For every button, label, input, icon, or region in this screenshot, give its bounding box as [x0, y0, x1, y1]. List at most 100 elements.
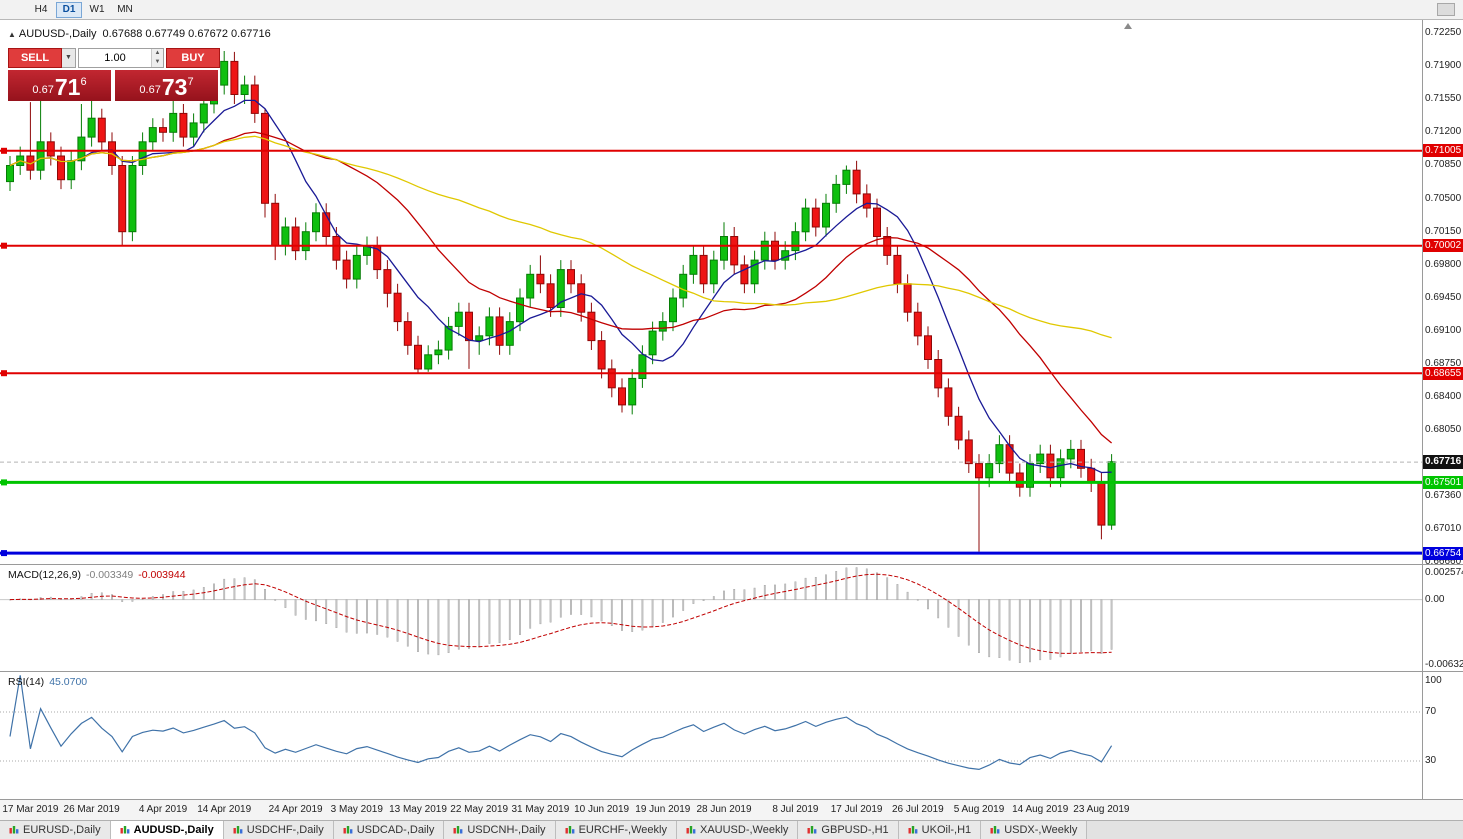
rsi-line	[9, 675, 1113, 771]
rsi-axis-tick: 30	[1425, 755, 1437, 766]
date-label: 26 Mar 2019	[63, 804, 120, 815]
tab-label: EURUSD-,Daily	[23, 824, 101, 836]
chart-window[interactable]: ▲ AUDUSD-,Daily 0.67688 0.67749 0.67672 0.…	[0, 20, 1463, 800]
volume-input[interactable]	[79, 50, 151, 65]
tab-label: USDCNH-,Daily	[467, 824, 546, 836]
tab-audusd-daily[interactable]: AUDUSD-,Daily	[110, 821, 224, 839]
tab-usdchf-daily[interactable]: USDCHF-,Daily	[223, 821, 334, 839]
tab-label: USDCHF-,Daily	[246, 824, 324, 836]
price-axis[interactable]: 0.72250 0.71900 0.71550 0.71200 0.70850 0.705…	[1423, 20, 1463, 799]
date-label: 19 Jun 2019	[635, 804, 691, 815]
tab-label: EURCHF-,Weekly	[578, 824, 667, 836]
rsi-axis-tick: 100	[1425, 675, 1442, 686]
hline-price-tag: 0.66754	[1423, 546, 1463, 560]
date-label: 17 Mar 2019	[2, 804, 59, 815]
tab-xauusd-weekly[interactable]: XAUUSD-,Weekly	[676, 821, 799, 839]
price-tick: 0.72250	[1425, 27, 1462, 38]
panel-separator[interactable]	[0, 671, 1463, 672]
date-label: 8 Jul 2019	[772, 804, 819, 815]
timeframe-h4[interactable]: H4	[28, 2, 54, 18]
price-tick: 0.70150	[1425, 225, 1462, 237]
timeframe-w1[interactable]: W1	[84, 2, 110, 18]
one-click-trading-panel: SELL ▼ ▲ ▼ BUY 0.67 71 6 0.6	[8, 47, 220, 101]
buy-button[interactable]: BUY	[166, 47, 220, 68]
macd-axis-tick: 0.002574	[1425, 567, 1463, 578]
date-label: 26 Jul 2019	[891, 804, 944, 815]
timeframe-mn[interactable]: MN	[112, 2, 138, 18]
price-tick: 0.67010	[1425, 522, 1462, 534]
date-label: 22 May 2019	[450, 804, 509, 815]
tab-label: USDX-,Weekly	[1004, 824, 1078, 836]
tab-usdx-weekly[interactable]: USDX-,Weekly	[981, 821, 1088, 839]
date-label: 31 May 2019	[511, 804, 570, 815]
price-tick: 0.71200	[1425, 126, 1462, 138]
rsi-value: 45.0700	[49, 676, 88, 688]
chart-shift-marker-icon[interactable]	[1124, 23, 1132, 29]
hline-handle[interactable]	[1, 479, 7, 486]
rsi-indicator-chart[interactable]	[0, 672, 1422, 799]
rsi-label: RSI(14) 45.0700	[8, 676, 87, 688]
volume-dropdown-button[interactable]: ▼	[62, 47, 76, 68]
window-button[interactable]	[1437, 3, 1455, 16]
date-label: 14 Apr 2019	[197, 804, 252, 815]
hline-handle[interactable]	[1, 242, 7, 249]
chart-tab-icon	[9, 825, 19, 833]
date-axis[interactable]: 17 Mar 2019 26 Mar 2019 4 Apr 2019 14 Apr 2…	[0, 800, 1463, 820]
tab-eurusd-daily[interactable]: EURUSD-,Daily	[0, 821, 111, 839]
price-tick: 0.68400	[1425, 391, 1462, 403]
chart-tab-icon	[120, 825, 130, 833]
hline-handle[interactable]	[1, 370, 7, 377]
price-tick: 0.68750	[1425, 358, 1462, 370]
price-tick: 0.67360	[1425, 489, 1462, 501]
macd-indicator-chart[interactable]	[0, 565, 1422, 672]
macd-name: MACD(12,26,9)	[8, 569, 81, 581]
chart-tabs-bar: EURUSD-,Daily AUDUSD-,Daily USDCHF-,Daily U…	[0, 820, 1463, 839]
macd-signal-line	[9, 573, 1112, 654]
sell-price-big-digits: 71	[54, 74, 81, 100]
sell-button[interactable]: SELL	[8, 47, 62, 68]
chart-tab-icon	[908, 825, 918, 833]
macd-axis-tick: -0.006326	[1425, 659, 1463, 670]
sell-price-display[interactable]: 0.67 71 6	[8, 70, 111, 101]
chart-symbol-label: AUDUSD-,Daily	[18, 28, 97, 40]
buy-price-display[interactable]: 0.67 73 7	[115, 70, 218, 101]
buy-price-big-digits: 73	[161, 74, 188, 100]
sell-price-pip-digit: 6	[80, 76, 87, 88]
chart-tab-icon	[453, 825, 463, 833]
hline-price-tag: 0.71005	[1423, 144, 1463, 158]
rsi-axis-tick: 70	[1425, 706, 1437, 717]
buy-price-prefix: 0.67	[139, 84, 161, 96]
date-label: 17 Jul 2019	[830, 804, 883, 815]
candlestick-chart[interactable]	[0, 20, 1422, 565]
chart-tab-icon	[686, 825, 696, 833]
symbol-marker-icon: ▲	[8, 30, 16, 39]
ma-fast-navy	[9, 99, 1112, 474]
tab-usdcad-daily[interactable]: USDCAD-,Daily	[333, 821, 445, 839]
spinner-up-icon[interactable]: ▲	[152, 48, 163, 58]
price-tick: 0.69800	[1425, 258, 1462, 270]
tab-label: XAUUSD-,Weekly	[699, 824, 789, 836]
spinner-down-icon[interactable]: ▼	[152, 57, 163, 67]
sell-price-prefix: 0.67	[32, 84, 54, 96]
macd-signal-value: -0.003944	[138, 569, 186, 581]
panel-separator[interactable]	[0, 564, 1463, 565]
tab-eurchf-weekly[interactable]: EURCHF-,Weekly	[555, 821, 677, 839]
timeframe-d1[interactable]: D1	[56, 1, 82, 18]
price-tick: 0.68050	[1425, 424, 1462, 436]
tab-ukoil-h1[interactable]: UKOil-,H1	[898, 821, 982, 839]
date-label: 13 May 2019	[389, 804, 447, 815]
chart-tab-icon	[990, 825, 1000, 833]
date-label: 5 Aug 2019	[953, 804, 1005, 815]
hline-handle[interactable]	[1, 147, 7, 154]
price-tick: 0.71550	[1425, 93, 1462, 105]
tab-usdcnh-daily[interactable]: USDCNH-,Daily	[444, 821, 556, 839]
tab-gbpusd-h1[interactable]: GBPUSD-,H1	[798, 821, 899, 839]
hline-handle[interactable]	[1, 550, 7, 557]
buy-price-pip-digit: 7	[187, 76, 194, 88]
hline-price-tag: 0.67501	[1423, 475, 1463, 489]
tab-label: USDCAD-,Daily	[356, 824, 435, 836]
date-label: 23 Aug 2019	[1073, 804, 1130, 815]
price-tick: 0.71900	[1425, 60, 1462, 72]
chart-tab-icon	[233, 825, 243, 833]
